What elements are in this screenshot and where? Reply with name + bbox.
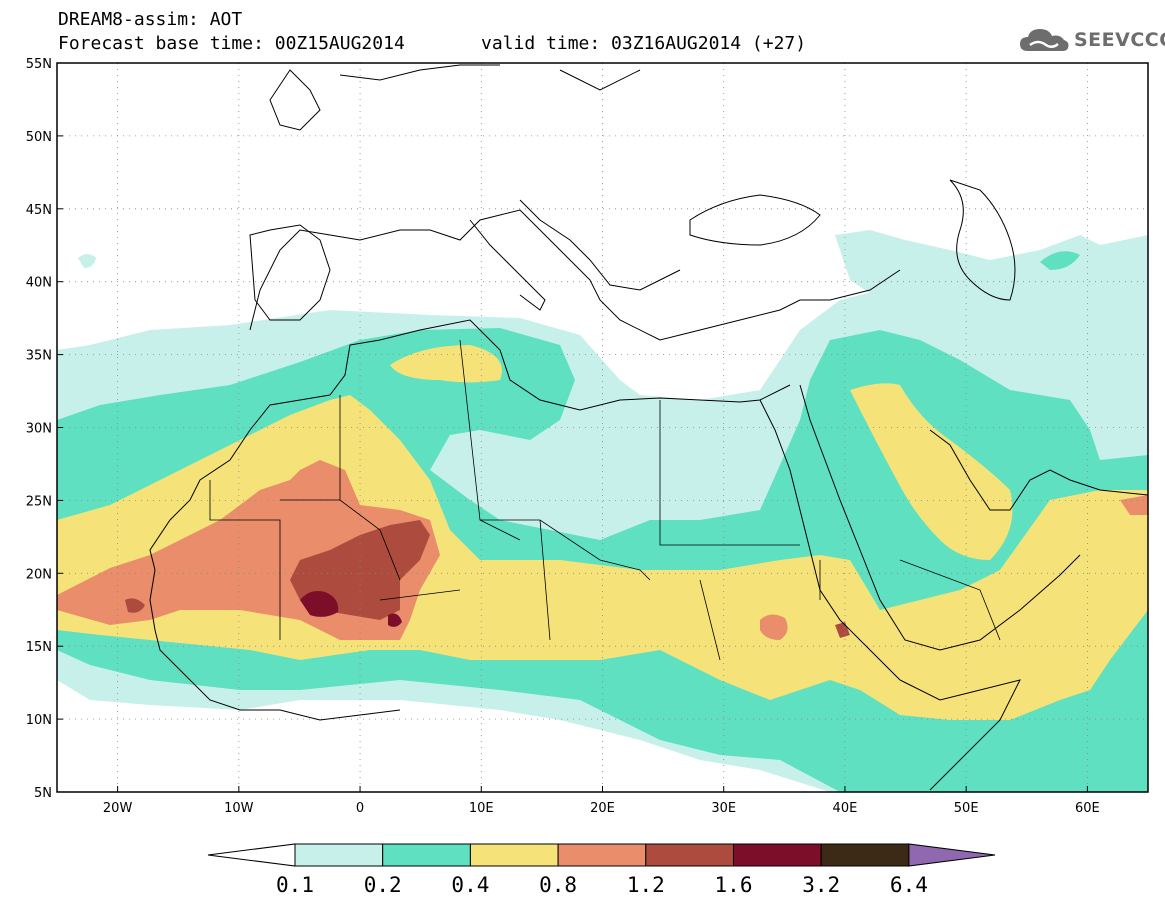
aot-contour-1.6-b [388,613,402,627]
coastline-iberia [249,224,331,321]
y-tick-label: 40N [26,276,52,291]
colorbar-swatch [557,843,647,867]
cloud-icon [1020,29,1069,51]
colorbar-label: 0.1 [276,873,314,897]
coastline-caspian [949,179,1016,301]
x-axis: 20W 10W 0 10E 20E 30E 40E 50E 60E [103,786,1100,816]
colorbar-under-triangle [207,843,296,867]
y-tick-label: 55N [26,57,52,72]
coastline-red-sea-east [799,384,1081,651]
y-tick-label: 10N [26,713,52,728]
aot-contour-0.8-east [1120,495,1148,515]
colorbar-swatch [820,843,910,867]
logo-text: SEEVCCC [1074,29,1165,51]
coastline-horn [899,679,1021,791]
x-tick-label: 20W [103,801,133,816]
valid-time: valid time: 03Z16AUG2014 (+27) [481,33,807,54]
colorbar-label: 1.6 [715,873,753,897]
coastline-north [339,64,641,91]
coastline-black-sea [689,194,821,246]
coastline-red-sea-west [759,399,901,681]
aot-contour-0.2-caspian [1040,251,1080,270]
border-lines [209,339,1001,661]
colorbar-label: 1.2 [627,873,665,897]
colorbar-boxes [207,843,996,867]
aot-contour-0.1-atlantic [78,254,96,268]
coastline-africa-west [149,394,401,721]
coastline-balkans [519,199,681,291]
colorbar-label: 3.2 [802,873,840,897]
colorbar-label: 6.4 [890,873,928,897]
colorbar-swatch [382,843,471,867]
y-tick-label: 35N [26,349,52,364]
colorbar-over-triangle [908,843,996,867]
aot-contour-0.4-arabia [850,383,1013,560]
coastline-italy [469,219,546,311]
colorbar-label: 0.4 [451,873,489,897]
colorbar-swatch [733,843,822,867]
x-tick-label: 30E [711,801,736,816]
colorbar-swatch [294,843,384,867]
colorbar-swatch [645,843,734,867]
y-tick-label: 45N [26,203,52,218]
colorbar-label: 0.2 [364,873,402,897]
y-tick-label: 20N [26,567,52,582]
y-tick-label: 25N [26,494,52,509]
x-tick-label: 0 [356,801,364,816]
colorbar-swatch [469,843,559,867]
aot-contour-0.8-sudan [760,614,788,640]
x-tick-label: 50E [954,801,979,816]
coastline-med-south [329,319,791,411]
chart-title: DREAM8-assim: AOT [58,9,243,30]
aot-contour-1.2-west [125,598,145,613]
y-tick-label: 5N [34,786,52,801]
x-tick-label: 60E [1075,801,1100,816]
y-tick-label: 15N [26,640,52,655]
colorbar-label: 0.8 [539,873,577,897]
coastline-uk [269,69,321,131]
coastline-gulf [929,429,1148,511]
coastline-europe [249,209,901,341]
y-tick-label: 50N [26,130,52,145]
colorbar-labels: 0.1 0.2 0.4 0.8 1.2 1.6 3.2 6.4 [276,873,928,897]
x-tick-label: 10W [224,801,254,816]
x-tick-label: 10E [469,801,494,816]
y-tick-label: 30N [26,422,52,437]
aot-contour-1.6 [300,591,339,617]
x-tick-label: 40E [833,801,858,816]
seevccc-logo: SEEVCCC [1018,25,1165,55]
coastlines [149,64,1148,791]
borders [209,339,1001,661]
y-axis: 55N 50N 45N 40N 35N 30N 25N 20N 15N 10N 5N [26,57,63,801]
aot-field [57,230,1148,792]
forecast-base-time: Forecast base time: 00Z15AUG2014 [58,33,405,54]
x-tick-label: 20E [590,801,615,816]
